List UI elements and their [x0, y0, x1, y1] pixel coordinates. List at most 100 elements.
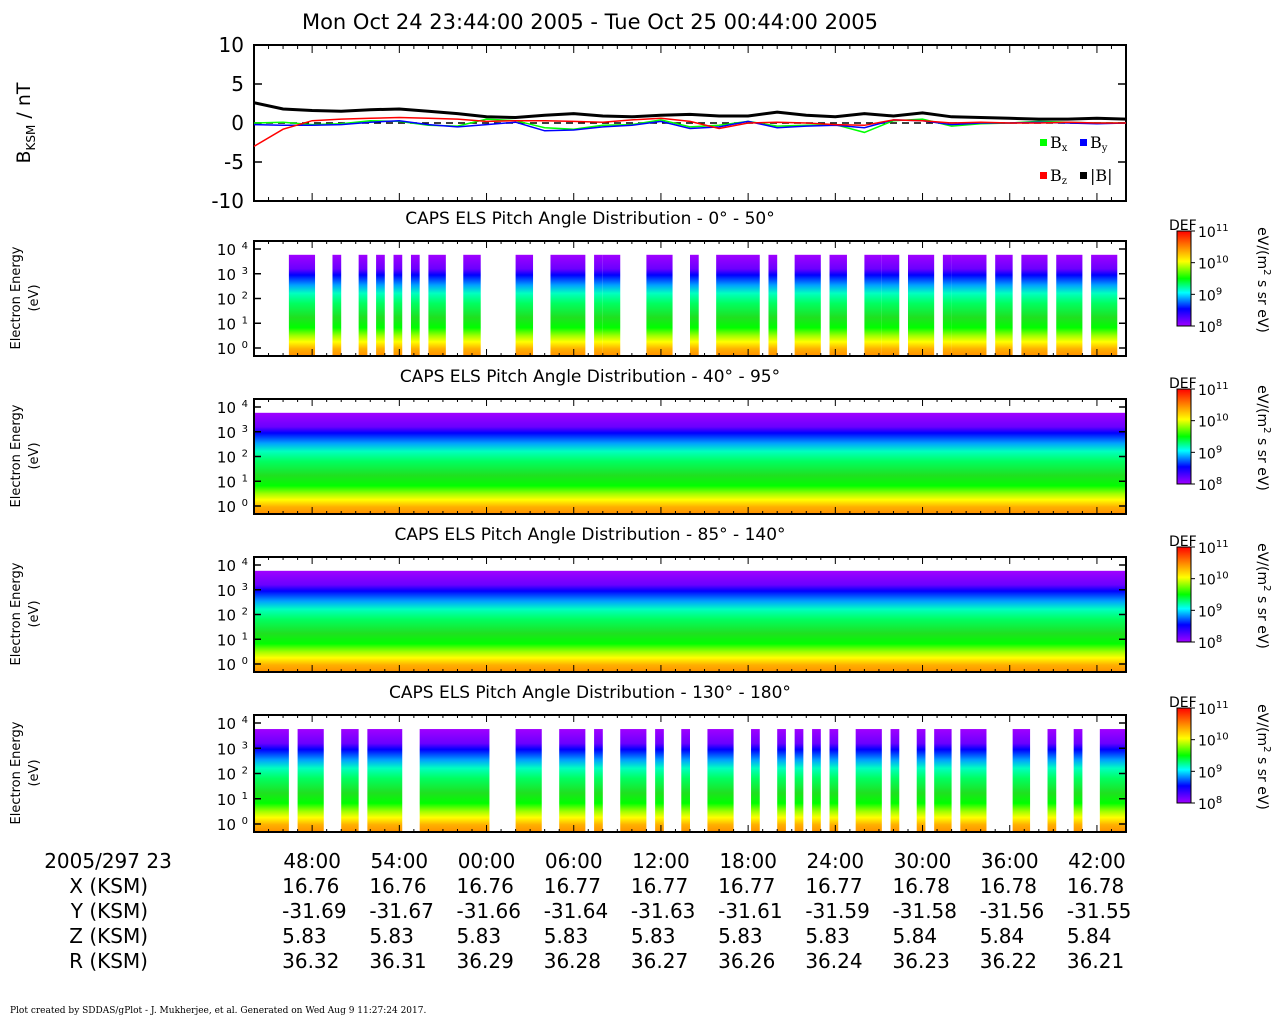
- spectrogram-data-block: [751, 729, 760, 832]
- ephemeris-value: 36.21: [1067, 949, 1124, 973]
- ephemeris-value: 5.84: [893, 924, 938, 948]
- spectrogram-data-block: [428, 254, 446, 356]
- ephemeris-value: 36.26: [718, 949, 775, 973]
- colorbar-gradient: [1176, 388, 1192, 485]
- colorbar-1: DEF 1011 1010 109 108 eV/(m2 s sr eV): [1169, 218, 1272, 336]
- spectrogram-data-block: [254, 570, 1126, 672]
- colorbar-title: DEF: [1169, 376, 1197, 392]
- ephemeris-value: -31.59: [805, 899, 869, 923]
- spectrogram-data-block: [829, 254, 847, 356]
- y-tick-label: 5: [231, 72, 244, 96]
- colorbar-unit-label: eV/(m2 s sr eV): [1254, 385, 1272, 491]
- y-tick-label: 10 4: [217, 241, 248, 259]
- y-tick-label: 10 4: [217, 557, 248, 575]
- ephemeris-value: 5.83: [631, 924, 676, 948]
- spectrogram-data-block: [1099, 729, 1126, 832]
- spectrogram-data-block: [463, 254, 481, 356]
- ephemeris-value: -31.61: [718, 899, 782, 923]
- y-tick-label: 10 4: [217, 715, 248, 733]
- colorbar-4: DEF 1011 1010 109 108 eV/(m2 s sr eV): [1169, 695, 1272, 813]
- colorbar-tick-label: 1011: [1198, 223, 1229, 241]
- ephemeris-value: 16.76: [282, 874, 339, 898]
- ephemeris-value: 36.27: [631, 949, 688, 973]
- y-tick-label: 10 0: [217, 656, 248, 674]
- y-tick-label: 10 0: [217, 340, 248, 358]
- spectrogram-data-block: [916, 729, 926, 832]
- ephemeris-value: -31.66: [457, 899, 521, 923]
- ephemeris-value: -31.67: [369, 899, 433, 923]
- spectrogram-data-block: [341, 729, 359, 832]
- energy-axis-label: Electron Energy: [9, 246, 24, 349]
- time-tick-label: 06:00: [545, 849, 603, 873]
- colorbar-unit-label: eV/(m2 s sr eV): [1254, 543, 1272, 649]
- spectrogram-data-block: [410, 254, 420, 356]
- ephemeris-value: -31.64: [544, 899, 608, 923]
- ephemeris-value: 36.29: [457, 949, 514, 973]
- colorbar-3: DEF 1011 1010 109 108 eV/(m2 s sr eV): [1169, 534, 1272, 652]
- y-tick-label: 10 3: [217, 424, 248, 442]
- spectrogram-title: CAPS ELS Pitch Angle Distribution - 130°…: [389, 683, 791, 703]
- colorbar-tick-label: 1011: [1198, 700, 1229, 718]
- ephemeris-value: 36.32: [282, 949, 339, 973]
- energy-axis-unit: (eV): [27, 284, 42, 311]
- y-tick-label: 10 1: [217, 473, 248, 491]
- y-tick-label: 10 2: [217, 607, 248, 625]
- spectrogram-data-block: [794, 254, 821, 356]
- colorbar-tick-label: 1010: [1198, 732, 1229, 750]
- time-tick-label: 24:00: [807, 849, 865, 873]
- colorbar-gradient: [1176, 546, 1192, 643]
- time-tick-label: 30:00: [894, 849, 952, 873]
- colorbar-tick-label: 1010: [1198, 413, 1229, 431]
- energy-axis-unit: (eV): [27, 600, 42, 627]
- spectrogram-data-block: [1012, 729, 1031, 832]
- y-tick-label: 10 2: [217, 766, 248, 784]
- ephemeris-value: -31.55: [1067, 899, 1131, 923]
- y-tick-label: 10 3: [217, 266, 248, 284]
- legend-label-by: By: [1090, 133, 1108, 154]
- colorbar-gradient: [1176, 707, 1192, 804]
- spectrogram-data-block: [655, 729, 664, 832]
- ephemeris-value: 16.78: [893, 874, 950, 898]
- energy-axis-unit: (eV): [27, 759, 42, 786]
- time-axis-row-label: 2005/297 23: [44, 849, 172, 873]
- y-tick-label: -10: [211, 189, 244, 213]
- time-tick-label: 18:00: [719, 849, 777, 873]
- colorbar-tick-label: 108: [1198, 634, 1222, 652]
- bfield-x-ticks: [253, 45, 1127, 201]
- spectrogram-data-block: [829, 729, 839, 832]
- ephemeris-value: 5.83: [805, 924, 850, 948]
- spectrogram-data-block: [594, 729, 603, 832]
- spectrogram-data-block: [254, 412, 1126, 514]
- colorbar-tick-label: 109: [1198, 286, 1222, 304]
- spectrogram-data-block: [768, 254, 778, 356]
- spectrogram-data-block: [376, 254, 385, 356]
- colorbar-tick-label: 108: [1198, 795, 1222, 813]
- spectrogram-data-block: [681, 729, 690, 832]
- ephemeris-table: X (KSM) 16.76 16.76 16.76 16.77 16.77 16.77 16.…: [69, 874, 1131, 973]
- time-tick-label: 54:00: [371, 849, 429, 873]
- y-tick-label: -5: [224, 150, 244, 174]
- spectrogram-data-block: [288, 254, 316, 356]
- energy-axis-label: Electron Energy: [9, 404, 24, 507]
- energy-axis-unit: (eV): [27, 442, 42, 469]
- y-tick-label: 10 3: [217, 740, 248, 758]
- plot-credit: Plot created by SDDAS/gPlot - J. Mukherj…: [10, 1006, 427, 1016]
- ephemeris-value: 36.31: [369, 949, 426, 973]
- y-tick-label: 10 1: [217, 631, 248, 649]
- colorbar-title: DEF: [1169, 695, 1197, 711]
- spectrogram-data-block: [297, 729, 324, 832]
- spectrogram-data-block: [1091, 254, 1118, 356]
- colorbar-tick-label: 1011: [1198, 539, 1229, 557]
- spectrogram-data-block: [515, 729, 542, 832]
- bfield-series: [253, 101, 1127, 148]
- spectrogram-panel-2: CAPS ELS Pitch Angle Distribution - 40° …: [9, 367, 1127, 516]
- y-tick-label: 10 3: [217, 582, 248, 600]
- colorbar-2: DEF 1011 1010 109 108 eV/(m2 s sr eV): [1169, 376, 1272, 494]
- ephemeris-value: 16.76: [457, 874, 514, 898]
- spectrogram-data-block: [393, 254, 403, 356]
- ephemeris-value: 16.78: [1067, 874, 1124, 898]
- legend-swatch-by: [1080, 139, 1087, 146]
- ephemeris-value: 5.83: [369, 924, 414, 948]
